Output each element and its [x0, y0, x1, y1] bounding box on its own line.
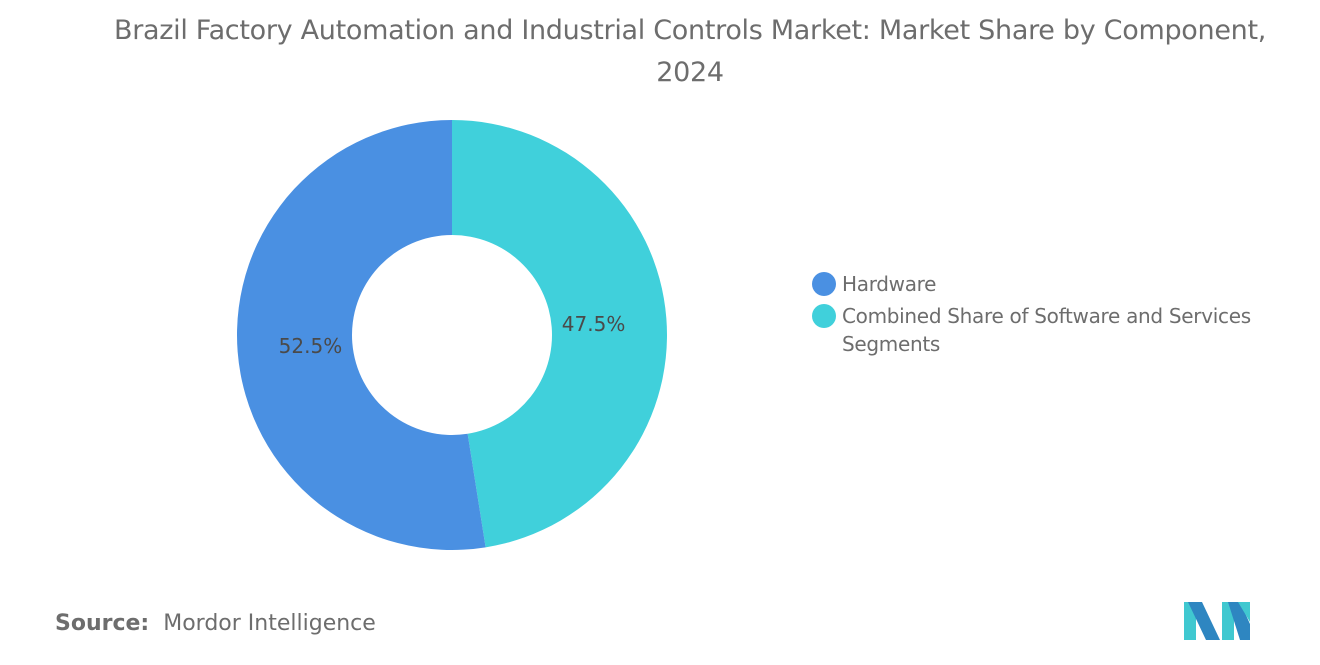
legend: Hardware Combined Share of Software and …	[812, 270, 1282, 362]
legend-label: Combined Share of Software and Services …	[842, 304, 1251, 356]
legend-item-software-services: Combined Share of Software and Services …	[812, 302, 1282, 358]
chart-title: Brazil Factory Automation and Industrial…	[113, 15, 1267, 88]
source-prefix: Source:	[55, 611, 150, 636]
slice-data-label: 47.5%	[562, 312, 626, 336]
legend-swatch	[812, 272, 836, 296]
legend-item-hardware: Hardware	[812, 270, 1282, 298]
slice-data-label: 52.5%	[279, 334, 343, 358]
donut-slice	[236, 120, 486, 550]
source-text: Mordor Intelligence	[163, 611, 376, 636]
mordor-intelligence-logo	[1184, 602, 1250, 640]
legend-swatch	[812, 304, 836, 328]
donut-slice	[452, 120, 667, 548]
source-note: Source: Mordor Intelligence	[55, 611, 376, 636]
legend-label: Hardware	[842, 272, 937, 296]
